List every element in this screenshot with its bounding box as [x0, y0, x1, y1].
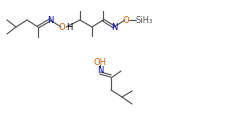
Text: H: H — [66, 23, 72, 32]
Text: SiH₃: SiH₃ — [135, 16, 152, 24]
Text: O: O — [58, 23, 65, 32]
Text: OH: OH — [93, 58, 106, 66]
Text: N: N — [47, 16, 53, 24]
Text: N: N — [110, 23, 117, 32]
Text: N: N — [96, 66, 103, 74]
Text: O: O — [122, 16, 129, 24]
